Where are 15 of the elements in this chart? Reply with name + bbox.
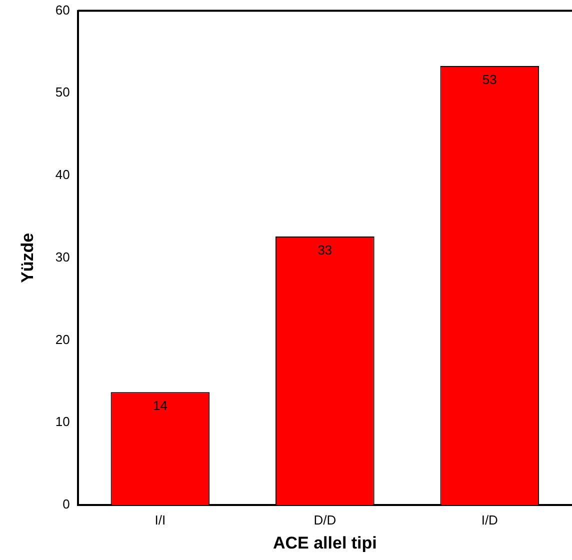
y-tick-label: 10 (55, 414, 70, 430)
data-label: 53 (482, 72, 497, 88)
x-tick-label: I/I (154, 512, 166, 528)
y-tick-label: 40 (55, 167, 70, 182)
data-label: 33 (318, 242, 332, 258)
y-tick-label: 30 (55, 249, 70, 264)
x-tick-label: I/D (481, 512, 498, 528)
y-tick-label: 50 (55, 84, 70, 100)
y-axis-title: Yüzde (18, 232, 37, 283)
x-tick-label: D/D (314, 512, 336, 528)
y-tick-label: 60 (55, 2, 70, 18)
x-axis-title: ACE allel tipi (272, 533, 377, 552)
y-tick-label: 20 (55, 332, 70, 347)
data-label: 14 (152, 398, 168, 414)
y-tick-label: 0 (62, 496, 70, 512)
